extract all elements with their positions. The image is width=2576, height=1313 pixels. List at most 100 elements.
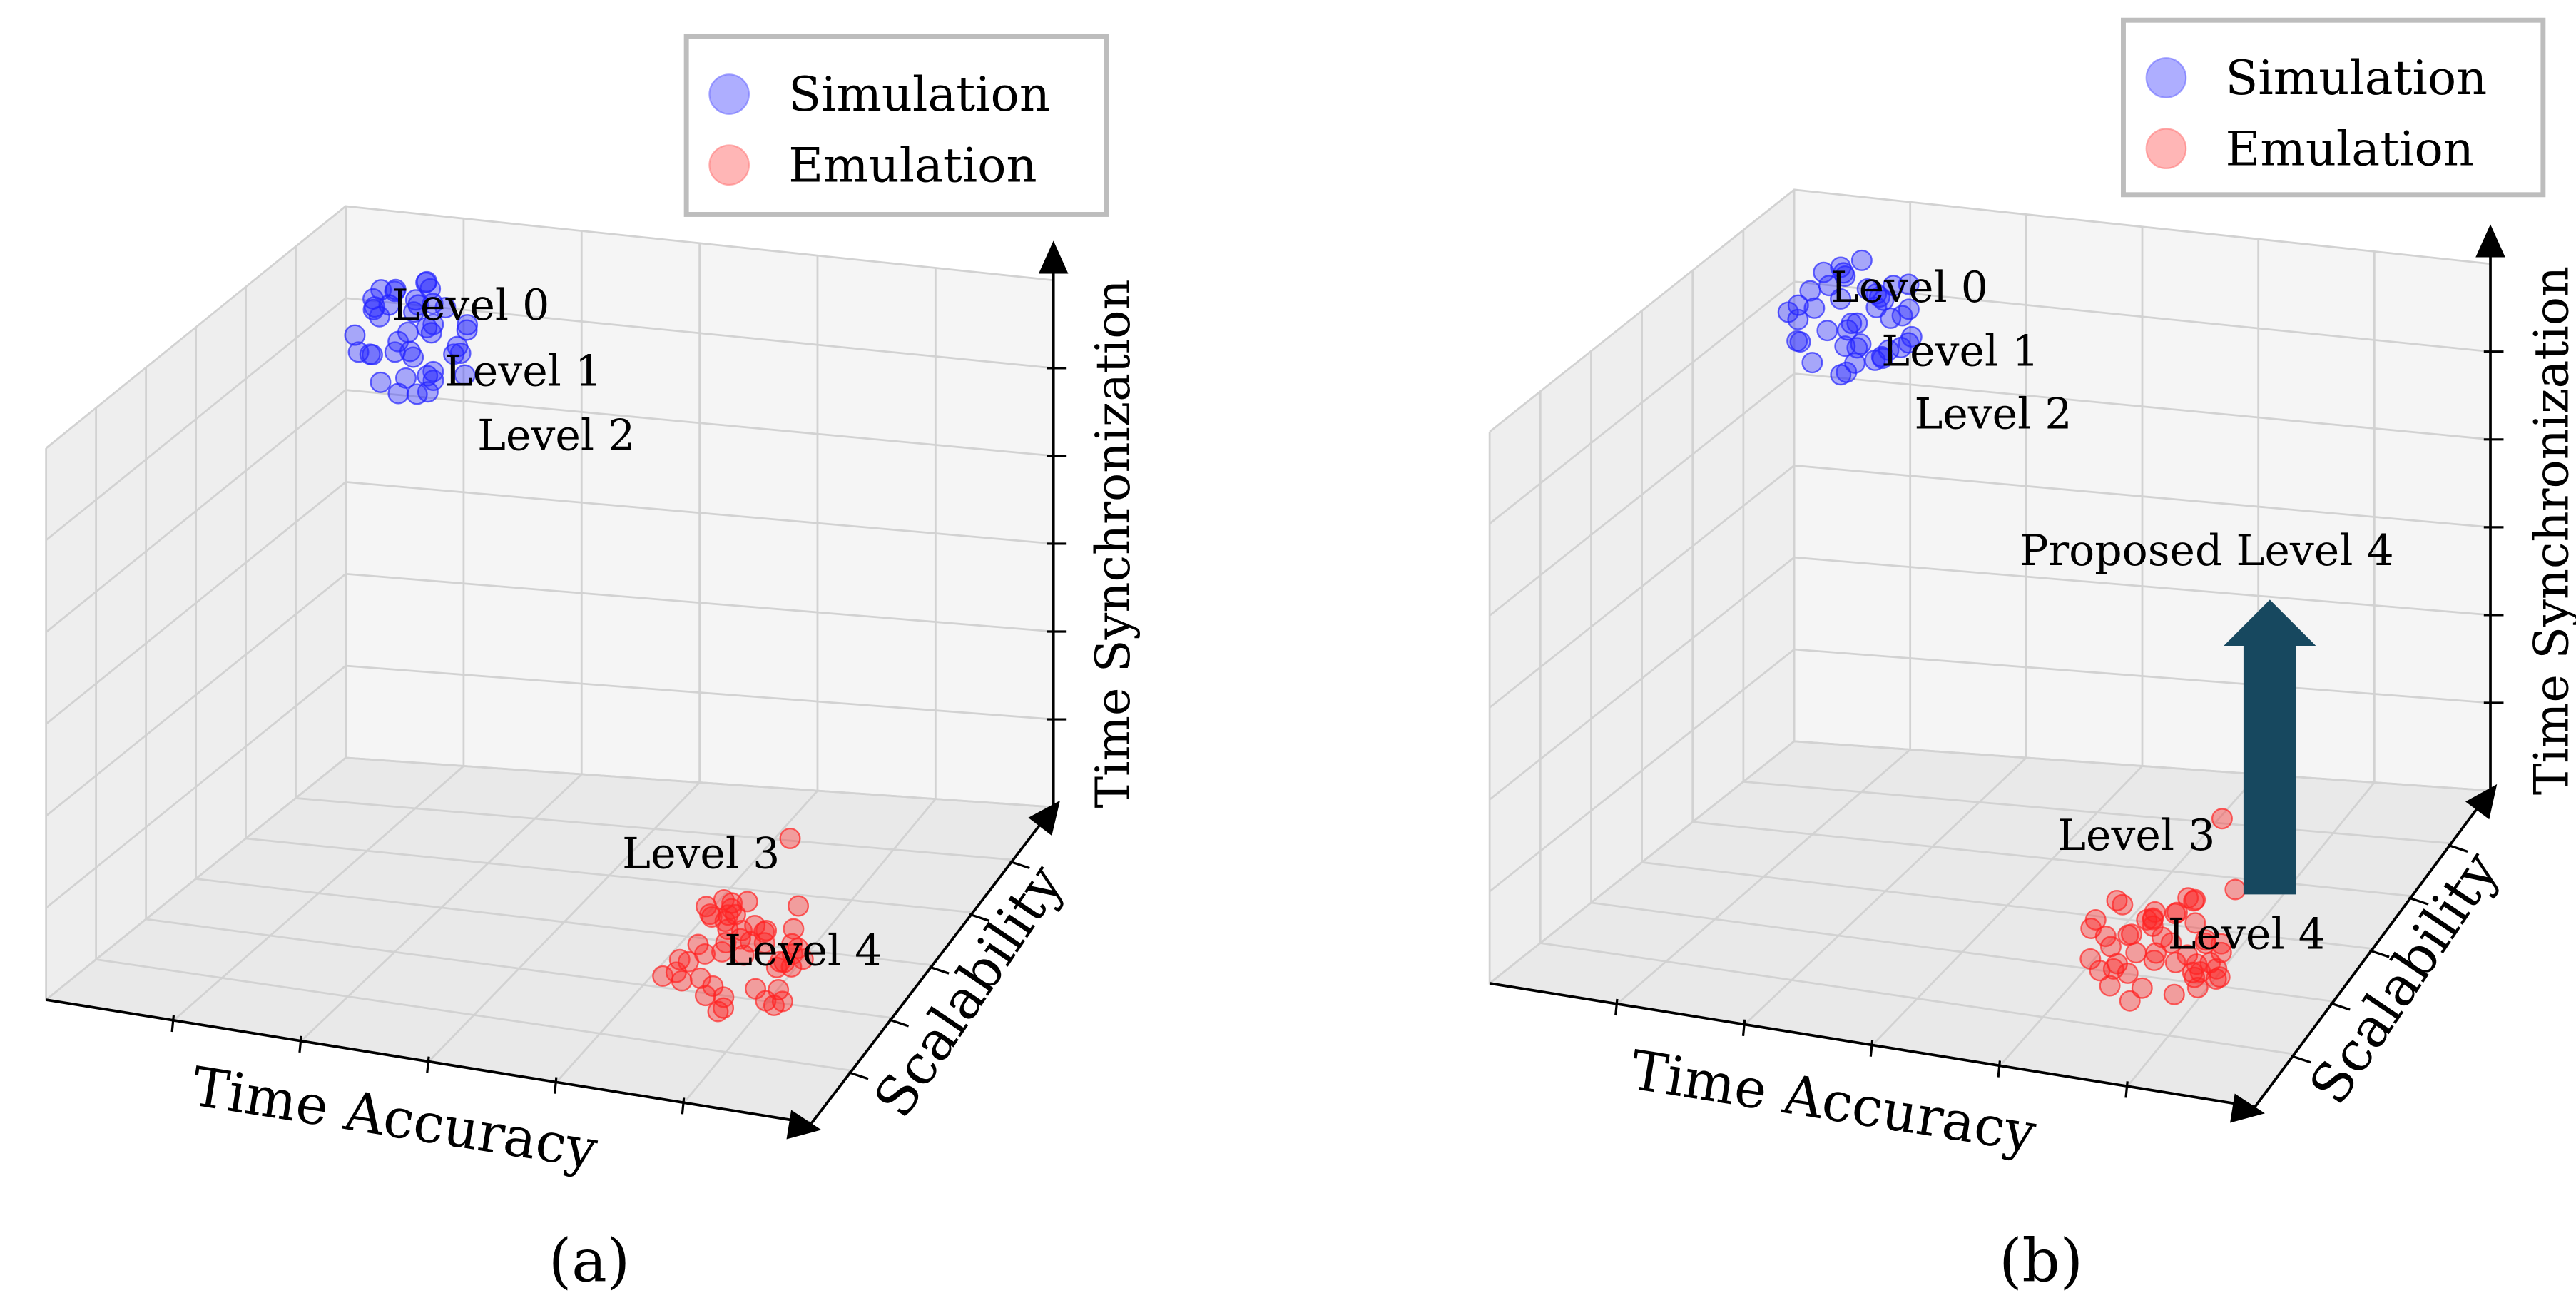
point-emulation [2143, 949, 2165, 971]
point-simulation [1864, 349, 1886, 371]
y-tick [969, 913, 990, 922]
z-axis-title: Time Synchronization [2523, 266, 2576, 795]
y-axis-arrow [2465, 784, 2498, 820]
z-axis-arrow [2475, 224, 2505, 258]
point-emulation [2186, 953, 2208, 975]
point-emulation [2084, 908, 2107, 931]
point-emulation [753, 932, 775, 954]
point-simulation [1873, 289, 1895, 311]
x-tick [1741, 1019, 1746, 1037]
point-emulation [671, 970, 693, 992]
point-simulation [1850, 333, 1872, 355]
legend-label-simulation: Simulation [788, 66, 1050, 122]
point-emulation [765, 956, 788, 978]
legend-label-simulation: Simulation [2226, 50, 2488, 106]
point-simulation [1890, 336, 1912, 358]
point-simulation [443, 343, 465, 365]
point-simulation [347, 341, 370, 363]
y-axis-arrow [1028, 800, 1060, 836]
point-emulation [701, 906, 723, 928]
point-simulation [456, 319, 478, 341]
point-simulation [449, 342, 472, 364]
point-emulation [2079, 948, 2102, 970]
point-simulation [1837, 319, 1858, 341]
annotation-level: Proposed Level 4 [2020, 526, 2394, 576]
point-simulation [387, 382, 409, 405]
point-emulation [2099, 975, 2121, 997]
point-emulation [724, 903, 746, 926]
point-emulation [2184, 912, 2206, 934]
y-axis-line [810, 806, 1055, 1125]
legend-marker-simulation [708, 73, 750, 115]
point-emulation [755, 990, 777, 1012]
point-simulation [1850, 249, 1873, 271]
y-tick [2329, 1002, 2351, 1011]
x-tick [170, 1015, 175, 1033]
legend-label-emulation: Emulation [788, 137, 1037, 193]
x-tick [681, 1097, 686, 1115]
point-simulation [457, 314, 479, 336]
point-emulation [668, 948, 691, 970]
point-emulation [2211, 808, 2233, 830]
point-emulation [702, 975, 724, 997]
annotation-level: Level 2 [477, 410, 635, 460]
point-emulation [792, 948, 814, 970]
point-emulation [713, 986, 735, 1008]
point-emulation [788, 895, 810, 917]
point-simulation [1799, 280, 1821, 302]
y-tick [2290, 1054, 2311, 1064]
legend-box [2121, 17, 2546, 198]
point-emulation [2184, 888, 2206, 911]
point-emulation [2121, 923, 2143, 946]
annotation-level: Level 1 [444, 346, 602, 396]
point-simulation [1871, 348, 1893, 370]
chart-panel-b: Level 0 Level 1 Level 2 Level 3 Level 4 Propo… [1488, 17, 2576, 1296]
z-axis-title: Time Synchronization [1085, 279, 1141, 808]
point-simulation [384, 280, 406, 303]
point-simulation [1816, 320, 1838, 342]
point-emulation [783, 918, 805, 940]
point-emulation [2125, 942, 2147, 964]
point-simulation [1834, 265, 1856, 288]
point-emulation [2142, 908, 2164, 931]
point-simulation [422, 313, 444, 335]
point-simulation [416, 270, 438, 293]
point-emulation [2224, 878, 2246, 901]
point-emulation [733, 944, 755, 966]
x-axis-arrow [786, 1110, 822, 1140]
point-simulation [368, 305, 390, 328]
point-simulation [1830, 288, 1852, 310]
point-simulation [434, 297, 457, 319]
z-axis-arrow [1038, 240, 1069, 274]
point-emulation [711, 941, 733, 963]
annotation-level: Level 1 [1881, 327, 2039, 377]
y-tick [2447, 843, 2468, 853]
annotation-level: Level 3 [2057, 811, 2215, 861]
point-emulation [779, 827, 801, 849]
gridline [45, 756, 1054, 1001]
point-emulation [2194, 932, 2216, 954]
point-emulation [2131, 977, 2153, 999]
point-emulation [2177, 887, 2199, 909]
point-emulation [2205, 968, 2227, 990]
point-simulation [420, 322, 442, 344]
point-emulation [2119, 990, 2141, 1012]
y-tick [928, 965, 950, 975]
panel-label: (a) [549, 1227, 630, 1296]
annotation-level: Level 4 [724, 926, 882, 976]
point-simulation [454, 364, 476, 386]
point-emulation [2163, 983, 2185, 1005]
point-simulation [406, 383, 428, 405]
point-simulation [1803, 297, 1826, 319]
point-emulation [713, 997, 735, 1019]
x-tick [426, 1056, 430, 1073]
x-axis-arrow [2230, 1093, 2265, 1123]
point-simulation [1787, 294, 1809, 316]
point-simulation [403, 301, 425, 323]
y-tick [2408, 896, 2429, 906]
point-emulation [2210, 941, 2232, 963]
point-simulation [1801, 352, 1823, 374]
annotation-level: Level 4 [2168, 910, 2326, 960]
point-emulation [2106, 889, 2128, 911]
x-tick [298, 1035, 302, 1053]
